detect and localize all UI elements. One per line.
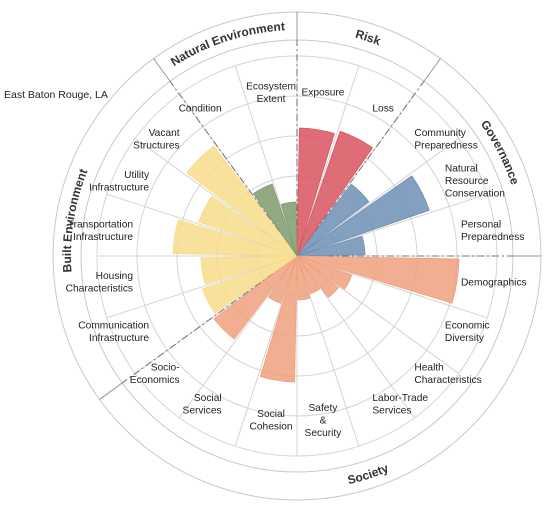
category-label-social-cohesion: Cohesion	[250, 422, 293, 433]
bar-social-cohesion	[259, 255, 298, 383]
bar-labor-trade-services	[296, 255, 321, 295]
category-label-community-preparedness: Community	[414, 128, 466, 139]
grid-spoke	[296, 255, 460, 374]
grid-spoke	[179, 255, 298, 419]
category-label-vacant-structures: Vacant	[149, 128, 180, 139]
category-label-safety-security: Security	[305, 428, 343, 439]
category-label-exposure: Exposure	[301, 88, 344, 99]
category-label-health-characteristics: Characteristics	[414, 375, 481, 386]
category-label-personal-preparedness: Preparedness	[461, 232, 524, 243]
category-label-housing-characteristics: Characteristics	[66, 284, 133, 295]
category-label-ecosystem-extent: Extent	[257, 94, 286, 105]
grid-spoke	[296, 255, 488, 319]
bar-social-services	[267, 255, 298, 304]
category-label-health-characteristics: Health	[414, 363, 443, 374]
bar-economic-diversity	[296, 255, 353, 290]
bar-safety-security	[296, 255, 311, 301]
category-label-transportation-infrastructure: Infrastructure	[73, 232, 133, 243]
bar-community-preparedness	[296, 183, 370, 257]
bar-demographics	[296, 255, 460, 304]
category-label-socio-economics: Socio-	[151, 363, 180, 374]
group-label-natural-environment: Natural Environment	[168, 19, 285, 69]
category-label-economic-diversity: Diversity	[445, 333, 485, 344]
category-label-natural-resource-conservation: Conservation	[445, 189, 505, 200]
category-label-housing-characteristics: Housing	[96, 271, 134, 282]
group-boundary-line	[296, 80, 425, 257]
group-boundary-line	[121, 255, 298, 384]
category-label-communication-infrastructure: Communication	[78, 321, 149, 332]
grid-spoke	[234, 65, 298, 257]
category-label-ecosystem-extent: Ecosystem	[246, 81, 296, 92]
bar-vacant-structures	[186, 145, 298, 257]
bar-transportation-infrastructure	[172, 219, 298, 257]
category-label-natural-resource-conservation: Resource	[445, 176, 489, 187]
category-label-natural-resource-conservation: Natural	[445, 164, 478, 175]
bar-condition	[252, 183, 298, 257]
category-label-labor-trade-services: Labor-Trade	[372, 393, 428, 404]
bar-utility-infrastructure	[198, 195, 298, 257]
bar-communication-infrastructure	[201, 255, 298, 314]
grid-spoke	[296, 138, 460, 257]
group-ring-divider	[423, 58, 441, 82]
category-label-vacant-structures: Structures	[133, 140, 179, 151]
group-ring-divider	[153, 58, 171, 82]
category-label-social-cohesion: Social	[257, 409, 285, 420]
bar-ecosystem-extent	[280, 201, 298, 257]
group-ring-divider	[99, 382, 123, 400]
grid-spoke	[106, 193, 298, 257]
category-label-socio-economics: Economics	[130, 375, 180, 386]
bar-loss	[296, 130, 374, 257]
bar-personal-preparedness	[296, 235, 366, 257]
category-label-safety-security: &	[320, 415, 327, 426]
category-label-safety-security: Safety	[309, 403, 339, 414]
category-label-utility-infrastructure: Utility	[124, 170, 150, 181]
bar-natural-resource-conservation	[296, 175, 430, 257]
grid-spoke	[134, 138, 298, 257]
bar-health-characteristics	[296, 255, 340, 299]
category-label-labor-trade-services: Services	[372, 406, 411, 417]
grid-spoke	[296, 65, 360, 257]
category-label-community-preparedness: Preparedness	[414, 140, 477, 151]
bar-housing-characteristics	[200, 255, 298, 285]
group-label-risk: Risk	[354, 27, 383, 48]
category-label-social-services: Services	[183, 406, 222, 417]
grid-spoke	[296, 255, 360, 447]
category-label-personal-preparedness: Personal	[461, 219, 501, 230]
category-label-condition: Condition	[179, 104, 222, 115]
bar-socio-economics	[213, 255, 298, 340]
category-label-demographics: Demographics	[461, 277, 527, 288]
category-label-transportation-infrastructure: Transportation	[68, 219, 133, 230]
bar-exposure	[296, 127, 335, 257]
grid-spoke	[234, 255, 298, 447]
category-label-utility-infrastructure: Infrastructure	[89, 182, 149, 193]
category-label-loss: Loss	[372, 104, 394, 115]
location-label: East Baton Rouge, LA	[4, 89, 108, 101]
group-boundary-line	[169, 80, 298, 257]
grid-spoke	[296, 193, 488, 257]
grid-spoke	[106, 255, 298, 319]
grid-spoke	[296, 255, 415, 419]
category-label-economic-diversity: Economic	[445, 321, 490, 332]
category-label-social-services: Social	[194, 393, 222, 404]
category-label-communication-infrastructure: Infrastructure	[89, 333, 149, 344]
